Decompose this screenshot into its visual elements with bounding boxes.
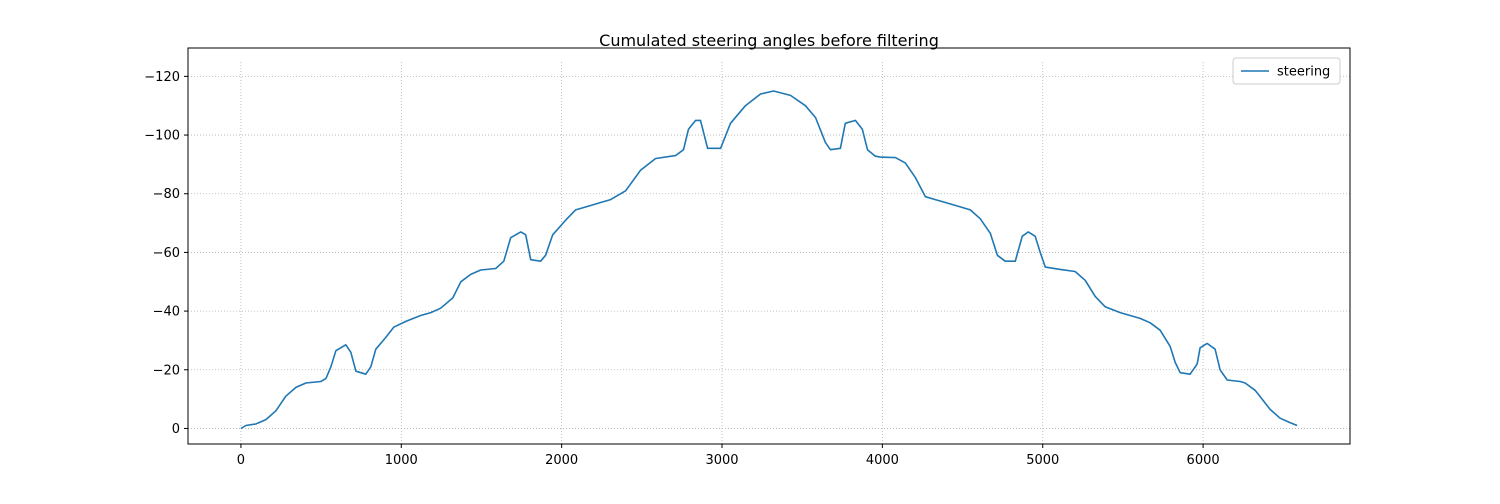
y-tick-label: −40 — [153, 305, 180, 320]
y-tick-label: −20 — [153, 363, 180, 378]
line — [240, 90, 1298, 430]
y-tick-label: −120 — [144, 70, 180, 85]
x-tick-label: 0 — [237, 453, 245, 468]
y-tick-label: 0 — [172, 422, 180, 437]
y-tick-label: −60 — [153, 246, 180, 261]
legend-label: steering — [1277, 65, 1330, 80]
x-tick-label: 4000 — [866, 453, 899, 468]
legend-box — [1232, 57, 1341, 85]
y-tick-label: −80 — [153, 187, 180, 202]
chart-title: Cumulated steering angles before filteri… — [599, 31, 939, 50]
x-tick-label: 6000 — [1187, 453, 1220, 468]
x-tick-label: 5000 — [1026, 453, 1059, 468]
x-tick-label: 3000 — [705, 453, 738, 468]
y-tick-label: −100 — [144, 129, 180, 144]
x-tick-label: 1000 — [385, 453, 418, 468]
plot-frame — [187, 47, 1351, 445]
x-tick-label: 2000 — [545, 453, 578, 468]
